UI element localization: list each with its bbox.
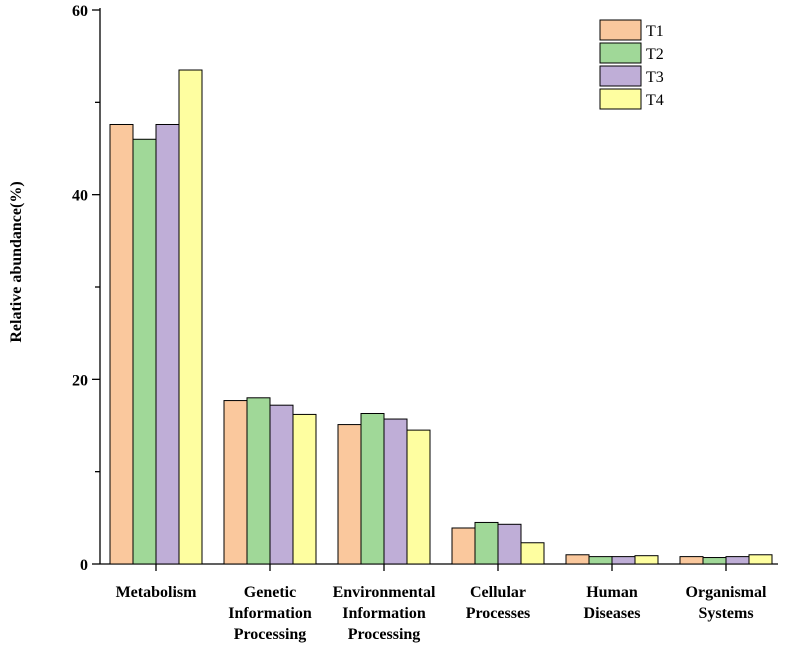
bar-t1-4	[565, 554, 590, 565]
bar-t4-1	[292, 413, 317, 565]
bar-t4-2	[406, 429, 431, 565]
bar-t2-3	[474, 521, 499, 565]
y-tick-label: 20	[72, 372, 88, 389]
bar-t1-3	[451, 527, 476, 565]
x-tick-label-line: Information	[342, 605, 426, 622]
bar-t3-0	[155, 123, 180, 565]
bar-t2-5	[702, 557, 727, 565]
x-tick-label: Metabolism	[116, 584, 198, 601]
bar-t3-1	[269, 404, 294, 565]
bar-t2-4	[588, 556, 613, 565]
y-tick-label: 0	[80, 557, 88, 574]
bars	[109, 69, 773, 565]
x-tick-label-line: Diseases	[584, 605, 641, 622]
legend-label-t4: T4	[646, 92, 664, 109]
x-tick-label: Organismal Systems	[686, 584, 767, 622]
bar-t1-5	[679, 556, 704, 565]
bar-t1-1	[223, 400, 248, 565]
x-tick-labels: Metabolism Genetic Information ProcessingEn…	[116, 564, 767, 643]
bar-t2-1	[246, 397, 271, 565]
bar-t1-2	[337, 424, 362, 565]
bar-t3-5	[725, 556, 750, 565]
y-tick-label: 40	[72, 188, 88, 205]
legend-swatch-t1	[599, 19, 642, 41]
legend-label-t2: T2	[646, 46, 664, 63]
x-tick-label-line: Organismal	[686, 584, 767, 601]
bar-t3-4	[611, 556, 636, 565]
x-tick-label-line: Genetic	[244, 584, 296, 601]
x-tick-label: Cellular Processes	[466, 584, 531, 622]
bar-t1-0	[109, 123, 134, 565]
x-tick-label-line: Cellular	[470, 584, 526, 601]
x-tick-label-line: Processes	[466, 605, 531, 622]
legend-label-t3: T3	[646, 69, 664, 86]
y-ticks: 0 20 40 60	[72, 3, 100, 574]
x-tick-label: Genetic Information Processing	[228, 584, 312, 643]
x-tick-label-line: Systems	[698, 605, 753, 622]
legend-label-t1: T1	[646, 23, 664, 40]
bar-t4-3	[520, 542, 545, 565]
bar-t2-0	[132, 138, 157, 565]
bar-t3-3	[497, 523, 522, 565]
legend-swatch-t4	[599, 88, 642, 110]
x-tick-label: Human Diseases	[584, 584, 641, 622]
x-tick-label: Environmental Information Processing	[333, 584, 436, 643]
bar-t2-2	[360, 412, 385, 565]
y-tick-label: 60	[72, 3, 88, 20]
x-tick-label-line: Processing	[348, 626, 421, 643]
bar-t4-0	[178, 69, 203, 565]
x-tick-label-line: Metabolism	[116, 584, 198, 601]
bar-t4-4	[634, 555, 659, 565]
x-tick-label-line: Human	[586, 584, 638, 601]
x-tick-label-line: Environmental	[333, 584, 436, 601]
legend: T1 T2 T3 T4	[599, 19, 664, 110]
x-tick-label-line: Information	[228, 605, 312, 622]
bar-t4-5	[748, 554, 773, 565]
bar-t3-2	[383, 418, 408, 565]
x-tick-label-line: Processing	[234, 626, 307, 643]
y-axis-title: Relative abundance(%)	[8, 181, 25, 342]
legend-swatch-t3	[599, 65, 642, 87]
legend-swatch-t2	[599, 42, 642, 64]
